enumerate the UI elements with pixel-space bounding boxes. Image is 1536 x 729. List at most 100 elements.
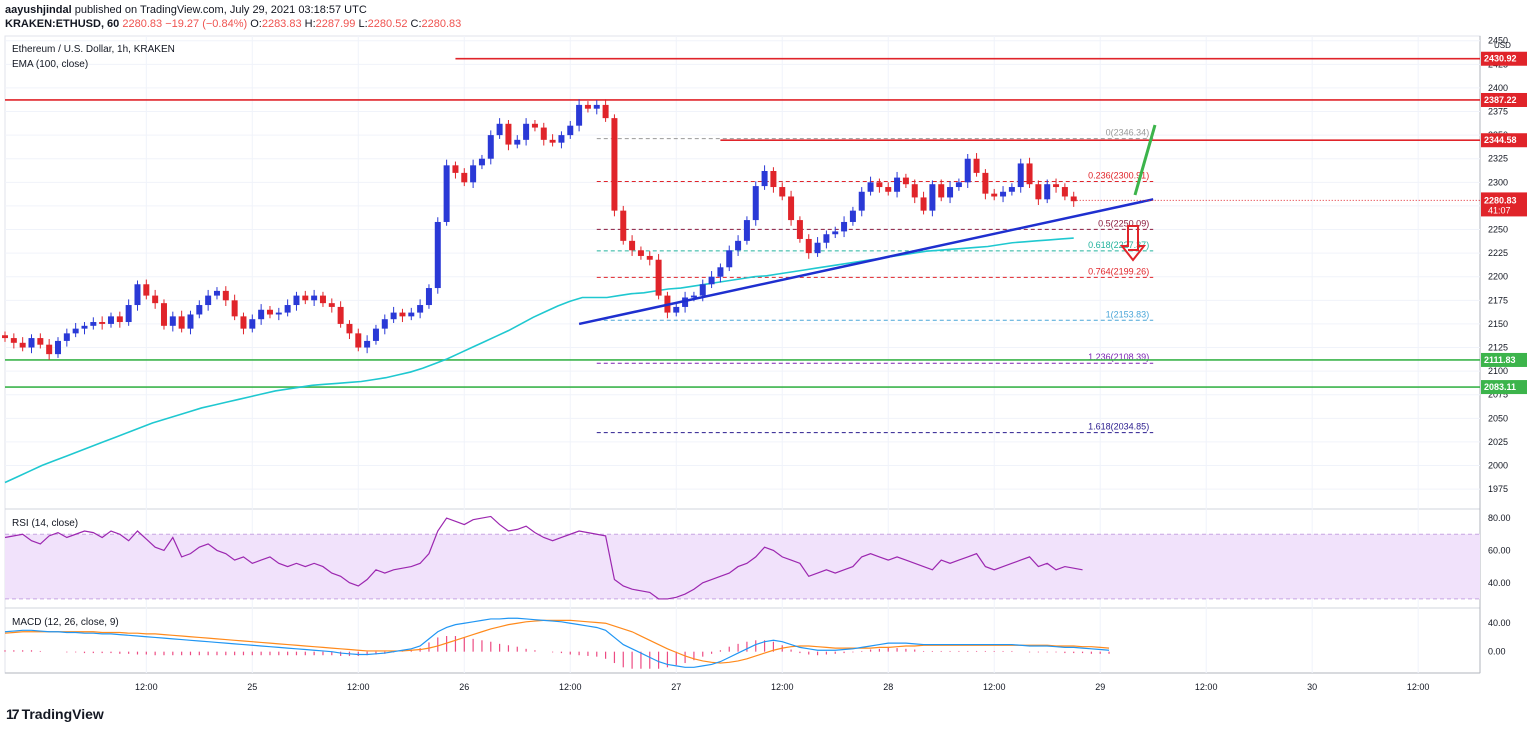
candle-body [408, 312, 415, 317]
candle-body [311, 295, 318, 301]
candle-body [425, 288, 432, 306]
x-tick-label: 28 [883, 682, 893, 692]
candle-body [752, 186, 759, 221]
candle-body [213, 290, 220, 296]
candle-body [302, 295, 309, 301]
candle-body [558, 135, 565, 143]
candle-body [46, 344, 53, 355]
candle-body [620, 210, 627, 241]
tradingview-logo: 17 TradingView [6, 706, 104, 722]
y-tick-label: 2125 [1488, 343, 1508, 353]
candle-body [991, 193, 998, 197]
candle-body [1000, 191, 1007, 197]
candle-body [779, 187, 786, 197]
x-tick-label: 12:00 [1407, 682, 1430, 692]
candle-body [682, 297, 689, 307]
y-tick-label: 2325 [1488, 154, 1508, 164]
fib-level-label: 1(2153.83) [1106, 309, 1150, 319]
candle-body [205, 295, 212, 306]
y-tick-label: 2100 [1488, 366, 1508, 376]
green-up-arrow [1133, 124, 1157, 196]
candle-body [37, 338, 44, 345]
candle-body [637, 250, 644, 256]
price-tag [1481, 380, 1527, 395]
x-tick-label: 25 [247, 682, 257, 692]
candle-body [10, 338, 17, 343]
publish-line: aayushjindal published on TradingView.co… [5, 4, 367, 16]
candle-body [867, 182, 874, 192]
x-tick-label: 12:00 [559, 682, 582, 692]
y-tick-label: 2000 [1488, 461, 1508, 471]
candle-body [143, 284, 150, 296]
price-tag-label: 2344.58 [1484, 135, 1517, 145]
candle-body [823, 234, 830, 243]
candle-body [593, 104, 600, 109]
candle-body [240, 316, 247, 329]
y-tick-label: 2225 [1488, 248, 1508, 258]
candle-body [894, 177, 901, 192]
candle-body [735, 240, 742, 251]
y-tick-label: 2075 [1488, 390, 1508, 400]
candle-body [134, 284, 141, 306]
x-tick-label: 12:00 [1195, 682, 1218, 692]
candle-body [390, 312, 397, 320]
tradingview-icon: 17 [6, 706, 20, 722]
candle-body [54, 340, 61, 355]
tradingview-wordmark: TradingView [21, 706, 104, 722]
candle-body [28, 338, 35, 348]
candle-body [1008, 187, 1015, 192]
macd-tick-label: 40.00 [1488, 618, 1511, 628]
x-tick-label: 12:00 [771, 682, 794, 692]
candle-body [1070, 196, 1077, 202]
candle-body [885, 187, 892, 192]
candle-body [673, 306, 680, 313]
last-price: 2280.83 [122, 18, 163, 30]
candle-body [160, 303, 167, 326]
candle-body [726, 250, 733, 268]
x-tick-label: 30 [1307, 682, 1317, 692]
candle-body [231, 300, 238, 317]
candle-body [761, 170, 768, 187]
rsi-tick-label: 80.00 [1488, 513, 1511, 523]
candle-body [478, 158, 485, 166]
candle-body [973, 158, 980, 173]
rsi-tick-label: 60.00 [1488, 545, 1511, 555]
publisher-name: aayushjindal [5, 4, 72, 16]
candle-body [796, 220, 803, 239]
candle-body [417, 305, 424, 313]
price-tag [1481, 51, 1527, 66]
y-tick-label: 2050 [1488, 413, 1508, 423]
rsi-line [4, 515, 1083, 600]
candle-body [1017, 163, 1024, 188]
candle-body [284, 305, 291, 313]
chart-title: Ethereum / U.S. Dollar, 1h, KRAKEN [12, 44, 175, 55]
price-tag-label: 2111.83 [1484, 355, 1516, 365]
candle-body [611, 118, 618, 211]
y-tick-label: 2300 [1488, 177, 1508, 187]
signal-line [4, 619, 1110, 664]
ohlc-line: KRAKEN:ETHUSD, 60 2280.83 −19.27 (−0.84%… [5, 18, 461, 30]
x-tick-label: 26 [459, 682, 469, 692]
candle-body [805, 238, 812, 254]
candle-body [531, 123, 538, 128]
red-down-arrow [1119, 225, 1147, 262]
candle-body [187, 314, 194, 329]
candle-body [461, 172, 468, 183]
fib-level-label: 0.5(2250.09) [1098, 218, 1149, 228]
candle-body [355, 333, 362, 348]
candle-body [911, 184, 918, 198]
low-label: L: [358, 18, 368, 30]
candle-body [90, 322, 97, 326]
x-tick-label: 12:00 [347, 682, 370, 692]
candle-body [2, 335, 8, 339]
close-value: 2280.83 [421, 18, 462, 30]
candle-body [1044, 184, 1051, 200]
candle-body [434, 221, 441, 289]
candle-body [947, 187, 954, 198]
candle-body [178, 316, 185, 329]
candle-body [275, 312, 282, 315]
candle-body [982, 172, 989, 194]
candle-body [576, 104, 583, 126]
rsi-band [5, 534, 1480, 599]
